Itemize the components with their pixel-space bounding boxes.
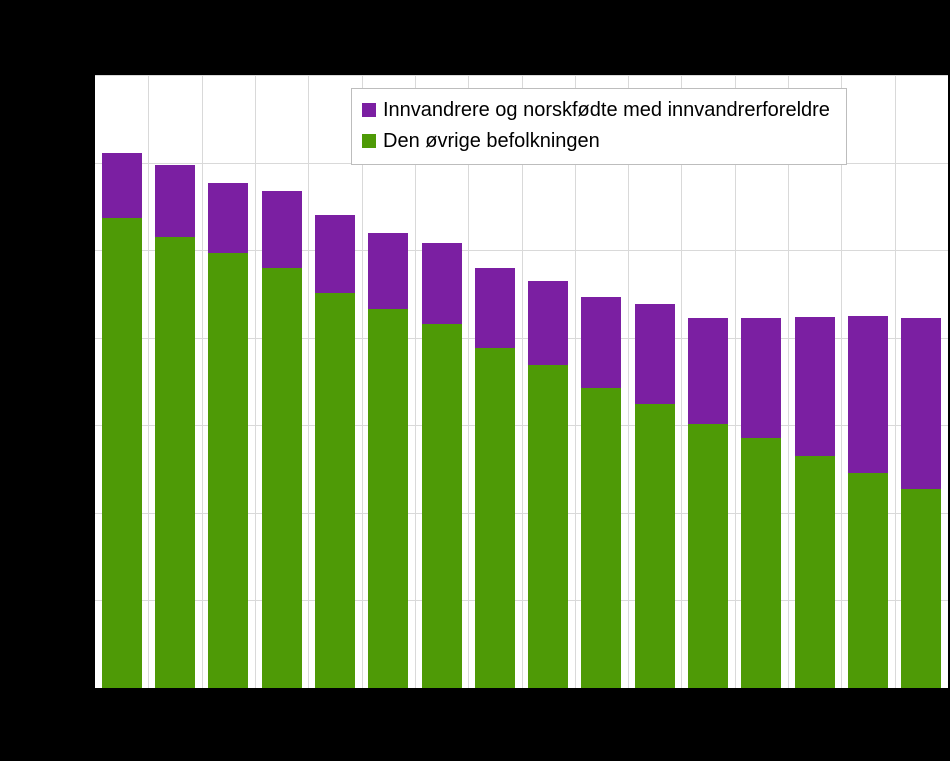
bar-13 xyxy=(741,317,782,688)
bar-9 xyxy=(528,280,569,688)
v-gridline xyxy=(681,75,683,688)
v-gridline xyxy=(628,75,630,688)
v-gridline xyxy=(414,75,416,688)
bar-segment-ovrige xyxy=(741,438,782,688)
legend-swatch-ovrige xyxy=(362,134,376,148)
bar-segment-innvandrere xyxy=(634,304,675,405)
legend-label-innvandrere: Innvandrere og norskfødte med innvandrer… xyxy=(383,99,830,121)
v-gridline xyxy=(201,75,203,688)
bar-segment-innvandrere xyxy=(794,316,835,456)
bar-segment-ovrige xyxy=(848,473,889,688)
v-gridline xyxy=(148,75,150,688)
bar-segment-innvandrere xyxy=(474,267,515,349)
legend-item-innvandrere: Innvandrere og norskfødte med innvandrer… xyxy=(362,98,830,122)
bar-8 xyxy=(474,267,515,688)
v-gridline xyxy=(894,75,896,688)
bar-11 xyxy=(634,304,675,688)
bar-1 xyxy=(101,152,142,688)
v-gridline xyxy=(254,75,256,688)
bar-segment-ovrige xyxy=(261,267,302,688)
v-gridline xyxy=(574,75,576,688)
bar-segment-innvandrere xyxy=(101,152,142,218)
bar-10 xyxy=(581,296,622,688)
bar-2 xyxy=(154,165,195,688)
legend-item-ovrige: Den øvrige befolkningen xyxy=(362,129,830,153)
bar-segment-innvandrere xyxy=(368,232,409,309)
bar-segment-ovrige xyxy=(794,455,835,688)
bar-segment-ovrige xyxy=(901,489,942,688)
bar-segment-innvandrere xyxy=(154,165,195,238)
bar-segment-ovrige xyxy=(581,387,622,688)
bar-segment-ovrige xyxy=(208,252,249,688)
bar-segment-ovrige xyxy=(154,237,195,688)
bar-segment-innvandrere xyxy=(741,317,782,439)
bar-4 xyxy=(261,190,302,688)
bar-segment-innvandrere xyxy=(581,296,622,388)
bar-segment-innvandrere xyxy=(208,182,249,253)
bar-15 xyxy=(848,315,889,688)
v-gridline xyxy=(308,75,310,688)
v-gridline xyxy=(468,75,470,688)
bar-3 xyxy=(208,182,249,688)
v-gridline xyxy=(361,75,363,688)
bar-segment-ovrige xyxy=(101,217,142,688)
legend-swatch-innvandrere xyxy=(362,103,376,117)
bar-segment-ovrige xyxy=(688,424,729,688)
bar-12 xyxy=(688,317,729,688)
bar-segment-ovrige xyxy=(368,308,409,688)
v-gridline xyxy=(841,75,843,688)
v-gridline xyxy=(734,75,736,688)
bar-segment-ovrige xyxy=(314,293,355,688)
legend: Innvandrere og norskfødte med innvandrer… xyxy=(351,88,847,165)
plot-area: Innvandrere og norskfødte med innvandrer… xyxy=(95,75,948,688)
bar-segment-innvandrere xyxy=(421,243,462,324)
bar-segment-innvandrere xyxy=(848,315,889,474)
bar-segment-innvandrere xyxy=(261,190,302,268)
bar-segment-ovrige xyxy=(528,364,569,688)
bar-7 xyxy=(421,243,462,688)
v-gridline xyxy=(521,75,523,688)
bar-14 xyxy=(794,316,835,688)
bar-6 xyxy=(368,232,409,688)
bar-segment-ovrige xyxy=(474,348,515,688)
bar-5 xyxy=(314,215,355,688)
v-gridline xyxy=(788,75,790,688)
bar-segment-innvandrere xyxy=(528,280,569,365)
bar-segment-ovrige xyxy=(421,323,462,688)
bar-segment-ovrige xyxy=(634,404,675,688)
bar-segment-innvandrere xyxy=(314,215,355,294)
bar-16 xyxy=(901,317,942,688)
bar-segment-innvandrere xyxy=(901,317,942,490)
bar-segment-innvandrere xyxy=(688,317,729,425)
legend-label-ovrige: Den øvrige befolkningen xyxy=(383,130,600,152)
